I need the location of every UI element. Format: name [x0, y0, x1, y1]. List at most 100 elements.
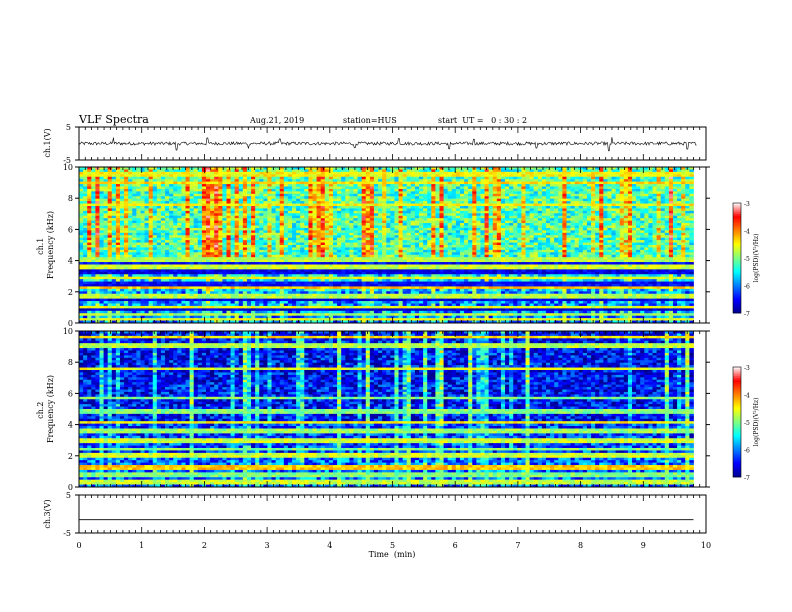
spectrogram-cell	[83, 169, 88, 173]
spectrogram-cell	[382, 210, 387, 214]
spectrogram-cell	[496, 174, 502, 178]
spectrogram-cell	[402, 206, 408, 209]
spectrogram-cell	[177, 208, 182, 212]
spectrogram-cell	[623, 176, 629, 180]
spectrogram-cell	[414, 227, 420, 231]
spectrogram-cell	[152, 196, 158, 200]
spectrogram-cell	[369, 176, 375, 180]
spectrogram-cell	[525, 245, 531, 248]
spectrogram-cell	[218, 206, 223, 209]
spectrogram-cell	[279, 215, 285, 219]
spectrogram-cell	[373, 196, 379, 200]
spectrogram-cell	[107, 245, 113, 248]
spectrogram-cell	[214, 210, 219, 214]
spectrogram-cell	[353, 227, 358, 231]
spectrogram-cell	[427, 174, 432, 178]
spectrogram-cell	[328, 213, 334, 217]
spectrogram-cell	[353, 171, 358, 175]
spectrogram-cell	[111, 196, 117, 200]
spectrogram-cell	[382, 208, 387, 212]
spectrogram-cell	[369, 227, 375, 231]
spectrogram-cell	[177, 171, 182, 175]
spectrogram-cell	[558, 208, 563, 212]
spectrogram-cell	[607, 198, 612, 202]
spectrogram-cell	[480, 237, 485, 241]
spectrogram-cell	[337, 203, 342, 207]
spectrogram-cell	[119, 213, 125, 217]
spectrogram-cell	[668, 237, 674, 241]
spectrogram-cell	[541, 232, 547, 236]
spectrogram-cell	[169, 174, 174, 178]
spectrogram-cell	[529, 169, 535, 173]
spectrogram-cell	[238, 201, 244, 204]
spectrogram-cell	[521, 169, 526, 173]
spectrogram-cell	[238, 227, 244, 231]
spectrogram-cell	[124, 208, 129, 212]
spectrogram-cell	[591, 196, 596, 200]
spectrogram-cell	[468, 218, 473, 222]
spectrogram-cell	[656, 171, 662, 175]
spectrogram-cell	[656, 206, 662, 209]
spectrogram-cell	[197, 240, 203, 243]
spectrogram-cell	[513, 191, 518, 195]
spectrogram-cell	[394, 184, 399, 187]
spectrogram-cell	[255, 218, 260, 222]
spectrogram-cell	[140, 245, 145, 248]
spectrogram-cell	[218, 171, 223, 175]
spectrogram-cell	[447, 240, 453, 243]
spectrogram-cell	[627, 179, 633, 183]
spectrogram-cell	[640, 201, 645, 204]
spectrogram-cell	[218, 210, 223, 214]
spectrogram-cell	[173, 188, 178, 192]
spectrogram-cell	[558, 186, 563, 190]
spectrogram-cell	[427, 237, 432, 241]
spectrogram-cell	[677, 242, 682, 246]
spectrogram-cell	[83, 220, 88, 224]
spectrogram-cell	[95, 206, 100, 209]
spectrogram-cell	[468, 235, 473, 239]
spectrogram-cell	[488, 220, 494, 224]
spectrogram-cell	[148, 203, 154, 207]
spectrogram-cell	[435, 191, 440, 195]
spectrogram-cell	[435, 206, 440, 209]
spectrogram-cell	[365, 225, 371, 229]
spectrogram-cell	[246, 227, 252, 231]
spectrogram-cell	[341, 235, 346, 239]
spectrogram-cell	[537, 208, 543, 212]
spectrogram-cell	[619, 174, 625, 178]
spectrogram-cell	[95, 193, 100, 197]
spectrogram-cell	[197, 247, 203, 251]
spectrogram-cell	[79, 201, 84, 204]
spectrogram-cell	[246, 220, 252, 224]
spectrogram-cell	[87, 198, 92, 202]
spectrogram-cell	[431, 218, 436, 222]
spectrogram-cell	[119, 193, 125, 197]
spectrogram-cell	[185, 237, 191, 241]
spectrogram-cell	[595, 220, 600, 224]
spectrogram-cell	[95, 188, 100, 192]
spectrogram-cell	[672, 179, 678, 183]
spectrogram-cell	[152, 223, 158, 226]
spectrogram-cell	[443, 191, 449, 195]
y-tick-label: 5	[66, 123, 71, 132]
spectrogram-cell	[279, 171, 285, 175]
spectrogram-cell	[664, 213, 670, 217]
spectrogram-cell	[287, 223, 293, 226]
spectrogram-cell	[378, 235, 383, 239]
spectrogram-cell	[537, 196, 543, 200]
spectrogram-cell	[627, 218, 633, 222]
spectrogram-cell	[300, 171, 305, 175]
spectrogram-cell	[685, 237, 690, 241]
spectrogram-cell	[398, 191, 404, 195]
spectrogram-cell	[406, 203, 412, 207]
spectrogram-cell	[115, 237, 121, 241]
spectrogram-cell	[263, 176, 268, 180]
spectrogram-cell	[537, 193, 543, 197]
spectrogram-cell	[586, 206, 592, 209]
spectrogram-cell	[394, 174, 399, 178]
spectrogram-cell	[533, 193, 539, 197]
spectrogram-cell	[451, 171, 457, 175]
spectrogram-cell	[251, 208, 256, 212]
spectrogram-cell	[79, 179, 84, 183]
spectrogram-cell	[672, 232, 678, 236]
